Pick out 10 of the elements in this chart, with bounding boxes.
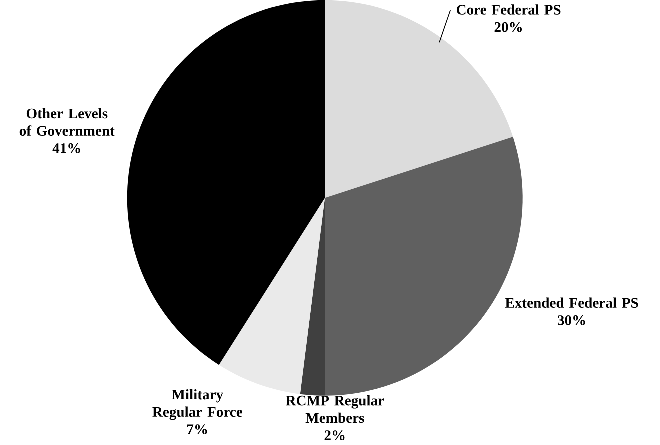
slice-label: RCMP Regular Members xyxy=(286,395,384,424)
data-label: 7% xyxy=(188,424,208,434)
slice-label: Core Federal PS xyxy=(457,4,561,15)
data-label: 41% xyxy=(52,143,80,154)
data-label: 2% xyxy=(324,430,345,440)
slice-label: Military Regular Force xyxy=(152,389,242,420)
data-label: 20% xyxy=(494,22,522,32)
slice-label: Extended Federal PS xyxy=(505,298,638,308)
data-label: 30% xyxy=(558,315,586,326)
slice-label: Other Levels of Government xyxy=(20,108,115,136)
